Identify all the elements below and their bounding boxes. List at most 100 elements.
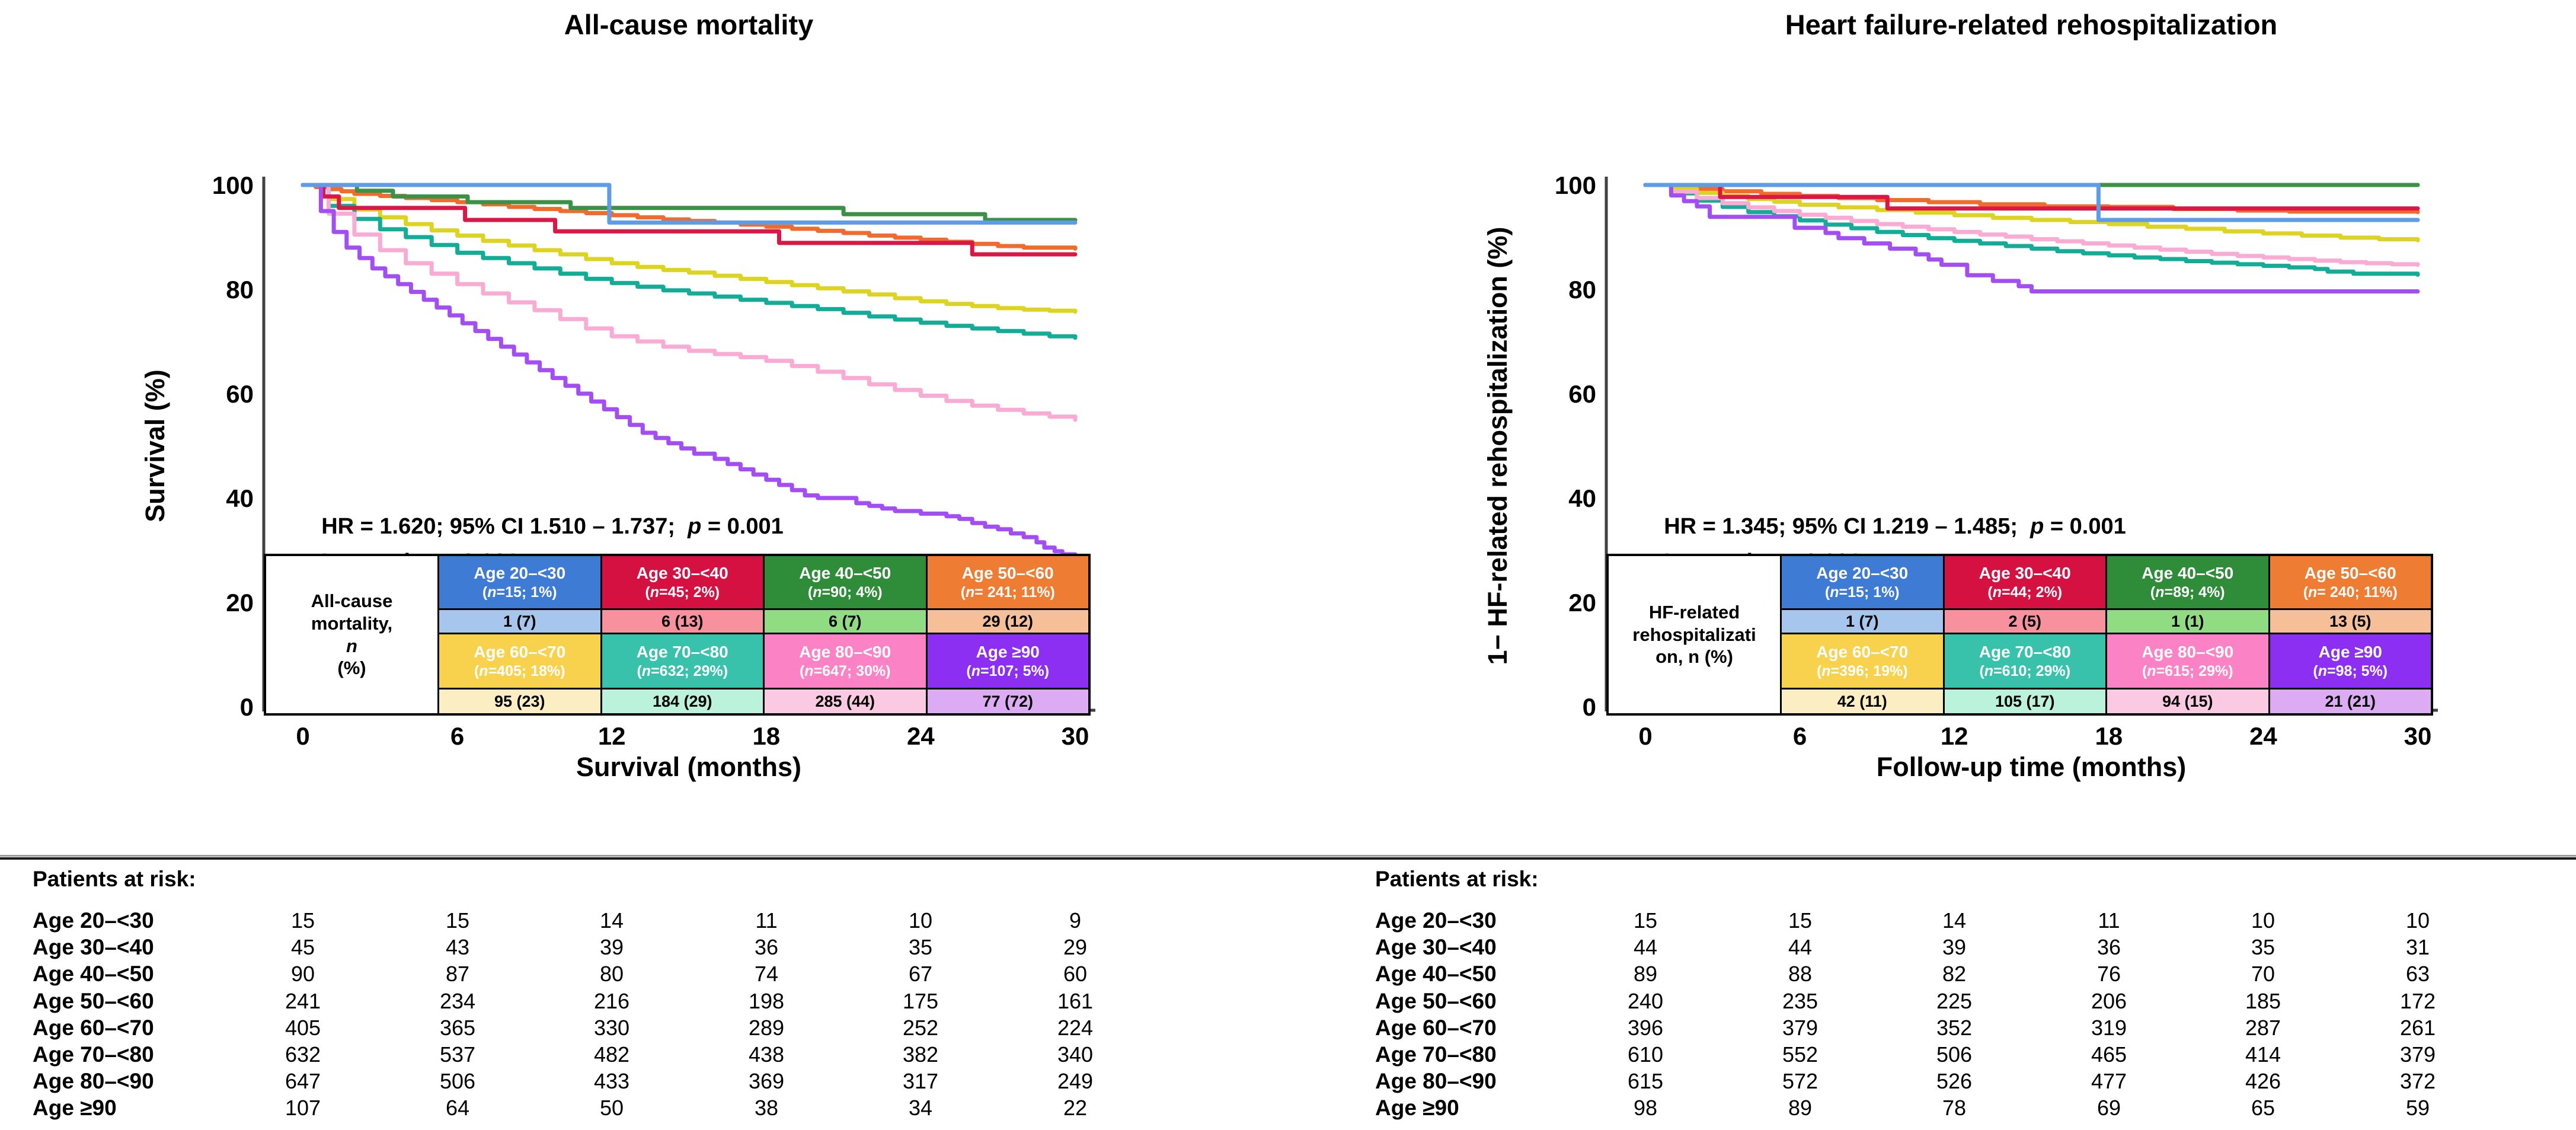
hr-text: HR = 1.345; 95% CI 1.219 – 1.485;: [1664, 514, 2031, 539]
risk-value: 289: [748, 1016, 785, 1040]
y-tick-label: 20: [226, 589, 254, 617]
risk-value: 241: [285, 989, 321, 1013]
risk-value: 224: [1057, 1016, 1094, 1040]
risk-value: 340: [1057, 1042, 1094, 1067]
legend-group-header: Age 20–<30 (n=15; 1%): [1782, 556, 1943, 608]
x-axis-title-followup-months: Follow-up time (months): [1876, 752, 2187, 782]
risk-value: 35: [2251, 935, 2275, 959]
risk-value: 352: [1936, 1016, 1973, 1040]
risk-value: 10: [908, 908, 933, 933]
y-tick-label: 80: [1568, 276, 1596, 304]
risk-value: 225: [1936, 989, 1973, 1013]
legend-group-header: Age 50–<60 (n= 241; 11%): [927, 556, 1088, 608]
risk-value: 240: [1627, 989, 1664, 1013]
risk-value: 382: [902, 1042, 939, 1067]
x-axis-title-survival-months: Survival (months): [576, 752, 802, 782]
risk-value: 11: [755, 908, 778, 933]
x-tick-label: 12: [1941, 722, 1968, 750]
risk-value: 506: [439, 1069, 476, 1093]
risk-row-label: Age 40–<50: [1375, 962, 1497, 986]
hr-text: HR = 1.620; 95% CI 1.510 – 1.737;: [321, 514, 688, 539]
patients-at-risk-heading-right: Patients at risk:: [1375, 867, 1539, 891]
risk-value: 11: [2098, 908, 2120, 933]
y-tick-label: 100: [1555, 171, 1596, 199]
risk-value: 45: [290, 935, 315, 959]
risk-value: 15: [445, 908, 470, 933]
km-curve-5: [301, 183, 1078, 314]
risk-value: 198: [748, 989, 785, 1013]
legend-events-cell: 13 (5): [2270, 610, 2431, 633]
risk-row-label: Age 20–<30: [33, 908, 154, 933]
km-curve-3: [301, 183, 1078, 222]
risk-value: 482: [593, 1042, 630, 1067]
risk-value: 44: [1633, 935, 1658, 959]
x-tick-label: 12: [598, 722, 626, 750]
x-tick-label: 6: [450, 722, 464, 750]
risk-row-label: Age 80–<90: [1375, 1069, 1497, 1093]
risk-value: 22: [1063, 1096, 1088, 1120]
risk-value: 287: [2245, 1016, 2281, 1040]
risk-value: 98: [1633, 1096, 1658, 1120]
risk-value: 537: [439, 1042, 476, 1067]
risk-row-label: Age 60–<70: [33, 1016, 154, 1040]
x-tick-label: 18: [2095, 722, 2123, 750]
risk-value: 185: [2245, 989, 2281, 1013]
risk-value: 249: [1057, 1069, 1094, 1093]
risk-value: 67: [908, 962, 933, 986]
risk-value: 36: [754, 935, 779, 959]
legend-events-cell: 184 (29): [602, 690, 763, 713]
risk-value: 405: [285, 1016, 321, 1040]
risk-value: 465: [2091, 1042, 2127, 1067]
risk-value: 14: [1942, 908, 1967, 933]
risk-row-label: Age 70–<80: [1375, 1042, 1497, 1067]
km-curve-6: [301, 183, 1078, 340]
risk-value: 379: [2399, 1042, 2436, 1067]
risk-row-label: Age 50–<60: [33, 989, 154, 1013]
risk-row-label: Age 60–<70: [1375, 1016, 1497, 1040]
risk-value: 610: [1627, 1042, 1664, 1067]
risk-value: 87: [445, 962, 470, 986]
risk-value: 414: [2245, 1042, 2281, 1067]
risk-value: 433: [593, 1069, 630, 1093]
y-tick-label: 40: [226, 484, 254, 512]
risk-value: 317: [902, 1069, 939, 1093]
y-tick-label: 80: [226, 276, 254, 304]
risk-value: 63: [2405, 962, 2430, 986]
legend-group-header: Age 60–<70 (n=405; 18%): [439, 634, 600, 688]
risk-row-label: Age 20–<30: [1375, 908, 1497, 933]
legend-events-cell: 77 (72): [927, 690, 1088, 713]
risk-value: 44: [1788, 935, 1813, 959]
risk-value: 506: [1936, 1042, 1973, 1067]
risk-row-label: Age ≥90: [33, 1096, 117, 1120]
risk-value: 552: [1782, 1042, 1818, 1067]
legend-events-cell: 1 (7): [1782, 610, 1943, 633]
y-tick-label: 60: [1568, 380, 1596, 408]
legend-group-header: Age 80–<90 (n=615; 29%): [2107, 634, 2268, 688]
hr-p-value: = 0.001: [701, 514, 784, 539]
y-tick-label: 40: [1568, 484, 1596, 512]
risk-value: 36: [2096, 935, 2121, 959]
risk-value: 216: [593, 989, 630, 1013]
risk-row-label: Age ≥90: [1375, 1096, 1459, 1120]
legend-events-cell: 285 (44): [765, 690, 926, 713]
risk-value: 319: [2091, 1016, 2127, 1040]
risk-value: 60: [1063, 962, 1088, 986]
km-curve-1: [301, 183, 1078, 225]
risk-value: 172: [2399, 989, 2436, 1013]
risk-value: 330: [593, 1016, 630, 1040]
risk-value: 235: [1782, 989, 1818, 1013]
legend-group-header: Age 30–<40 (n=45; 2%): [602, 556, 763, 608]
legend-group-header: Age 50–<60 (n= 240; 11%): [2270, 556, 2431, 608]
legend-events-cell: 105 (17): [1944, 690, 2105, 713]
risk-value: 438: [748, 1042, 785, 1067]
risk-row-label: Age 80–<90: [33, 1069, 154, 1093]
risk-value: 161: [1057, 989, 1094, 1013]
risk-value: 31: [2405, 935, 2430, 959]
risk-value: 88: [1788, 962, 1813, 986]
legend-group-header: Age 30–<40 (n=44; 2%): [1944, 556, 2105, 608]
risk-value: 206: [2091, 989, 2127, 1013]
risk-row-label: Age 50–<60: [1375, 989, 1497, 1013]
risk-value: 65: [2251, 1096, 2275, 1120]
risk-value: 74: [754, 962, 779, 986]
risk-value: 261: [2399, 1016, 2436, 1040]
